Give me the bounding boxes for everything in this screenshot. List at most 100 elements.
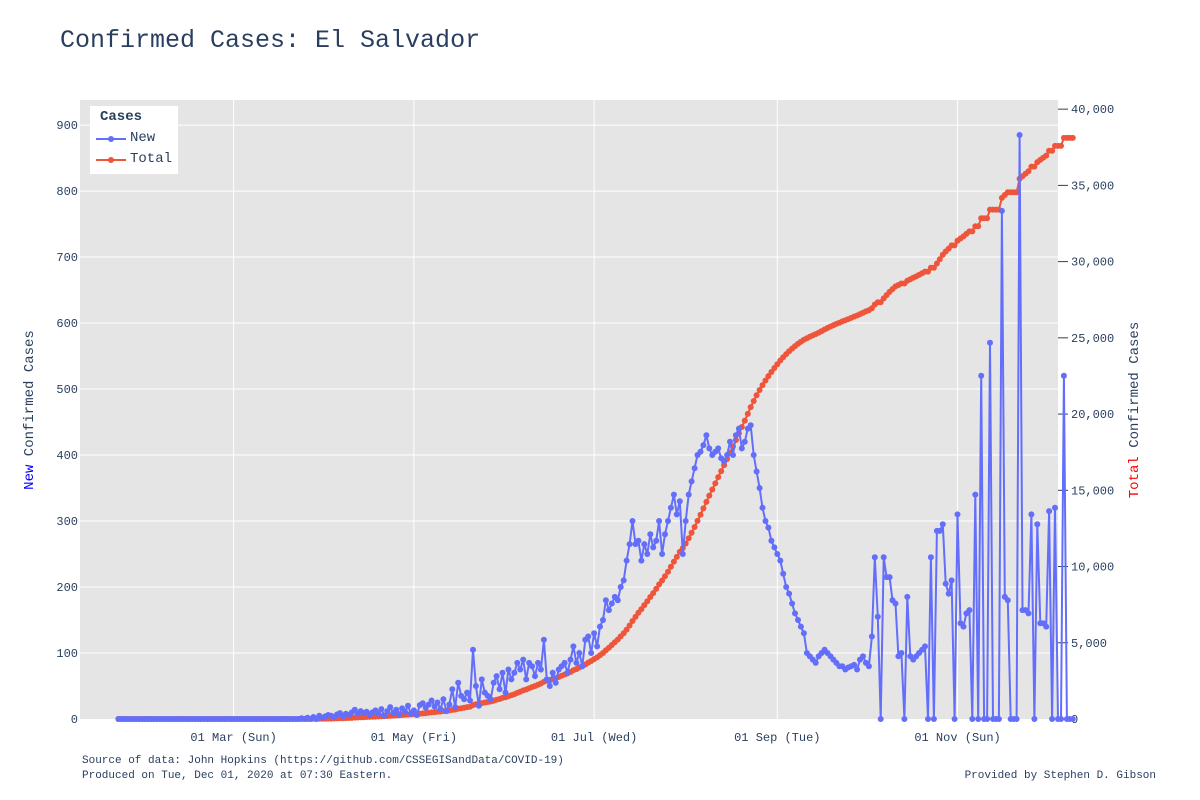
new-point bbox=[410, 707, 417, 714]
new-point bbox=[629, 518, 636, 524]
new-point bbox=[378, 706, 385, 713]
total-point bbox=[1069, 134, 1076, 141]
y-left-tick-label: 200 bbox=[56, 581, 78, 595]
new-point bbox=[851, 661, 858, 668]
new-point bbox=[546, 683, 553, 689]
new-point bbox=[984, 716, 991, 722]
new-point bbox=[738, 445, 745, 452]
new-point bbox=[972, 491, 979, 498]
y-right-tick-label: 35,000 bbox=[1071, 179, 1114, 193]
new-point bbox=[573, 659, 580, 666]
y-axis-right-label-prefix: Total bbox=[1127, 456, 1143, 499]
new-point bbox=[871, 554, 878, 561]
new-point bbox=[795, 617, 801, 623]
new-point bbox=[975, 716, 982, 722]
new-point bbox=[576, 650, 583, 656]
new-point bbox=[567, 656, 574, 663]
new-point bbox=[623, 557, 630, 564]
new-point bbox=[585, 633, 592, 640]
new-point bbox=[797, 623, 804, 630]
new-point bbox=[461, 696, 468, 703]
new-point bbox=[1060, 372, 1067, 379]
new-point bbox=[514, 659, 521, 666]
new-point bbox=[413, 712, 420, 718]
new-point bbox=[786, 590, 793, 597]
series-new bbox=[115, 132, 1076, 722]
new-point bbox=[641, 541, 648, 548]
y-right-tick-label: 5,000 bbox=[1071, 637, 1107, 651]
total-point bbox=[659, 577, 666, 584]
total-point bbox=[626, 622, 633, 629]
total-point bbox=[703, 498, 710, 505]
new-point bbox=[969, 716, 976, 722]
y-left-tick-label: 600 bbox=[56, 317, 78, 331]
y-axis-left-label-prefix: New bbox=[22, 464, 38, 490]
new-point bbox=[381, 712, 388, 719]
total-point bbox=[762, 377, 769, 384]
new-point bbox=[635, 537, 642, 544]
total-point bbox=[700, 505, 707, 512]
total-point bbox=[706, 492, 713, 499]
new-point bbox=[995, 716, 1002, 722]
new-point bbox=[667, 504, 674, 511]
new-point bbox=[860, 653, 866, 660]
new-point bbox=[443, 708, 450, 715]
total-point bbox=[697, 511, 704, 518]
total-point bbox=[984, 215, 991, 222]
new-point bbox=[892, 600, 899, 607]
total-point bbox=[930, 264, 937, 271]
new-point bbox=[880, 554, 887, 561]
new-point bbox=[644, 551, 651, 557]
new-point bbox=[419, 700, 426, 707]
legend: Cases New Total bbox=[90, 106, 178, 174]
new-point bbox=[529, 663, 536, 670]
new-point bbox=[472, 683, 479, 689]
new-point bbox=[898, 650, 905, 656]
total-point bbox=[747, 404, 754, 411]
legend-label-new: New bbox=[130, 130, 156, 146]
new-point bbox=[375, 710, 382, 717]
legend-title: Cases bbox=[100, 109, 143, 125]
new-point bbox=[688, 478, 695, 485]
new-point bbox=[978, 372, 985, 379]
y-axis-left-label: New Confirmed Cases bbox=[22, 330, 38, 490]
new-point bbox=[1004, 597, 1011, 604]
x-tick-label: 01 Jul (Wed) bbox=[551, 731, 637, 745]
x-tick-label: 01 May (Fri) bbox=[371, 731, 457, 745]
total-point bbox=[765, 373, 772, 380]
new-point bbox=[756, 485, 763, 491]
new-point bbox=[650, 544, 657, 551]
new-point bbox=[927, 554, 934, 561]
total-point bbox=[1025, 168, 1032, 175]
new-point bbox=[564, 669, 571, 676]
source-note: Source of data: John Hopkins (https://gi… bbox=[82, 755, 564, 767]
new-point bbox=[812, 659, 819, 666]
new-point bbox=[682, 518, 689, 524]
new-point bbox=[691, 465, 698, 472]
total-point bbox=[662, 573, 668, 580]
new-point bbox=[656, 518, 663, 524]
new-point bbox=[771, 544, 778, 551]
plot-area bbox=[80, 100, 1058, 719]
new-point bbox=[730, 452, 736, 458]
new-point bbox=[605, 607, 612, 614]
total-point bbox=[759, 382, 766, 389]
y-left-tick-label: 400 bbox=[56, 449, 78, 463]
new-point bbox=[638, 557, 645, 564]
new-point bbox=[759, 504, 766, 511]
new-point bbox=[478, 676, 485, 683]
produced-note: Produced on Tue, Dec 01, 2020 at 07:30 E… bbox=[82, 770, 393, 782]
new-point bbox=[750, 452, 757, 458]
new-point bbox=[774, 551, 781, 557]
total-point bbox=[650, 590, 657, 597]
new-point bbox=[800, 630, 807, 637]
new-point bbox=[537, 666, 544, 673]
grid-lines bbox=[80, 100, 1058, 719]
y-axis-left-label-rest: Confirmed Cases bbox=[22, 330, 38, 465]
y-left-tick-label: 500 bbox=[56, 383, 78, 397]
new-point bbox=[854, 666, 861, 673]
y-right-tick-label: 15,000 bbox=[1071, 484, 1114, 498]
new-point bbox=[662, 531, 668, 538]
new-point bbox=[532, 673, 538, 680]
